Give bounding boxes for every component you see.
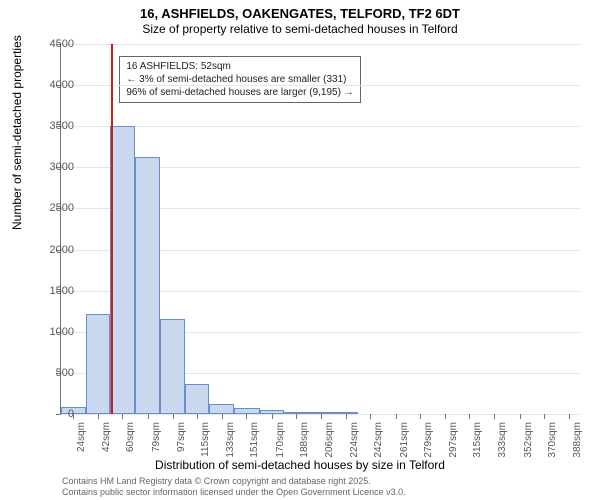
ytick-label: 1000 xyxy=(50,326,74,338)
xtick-label: 133sqm xyxy=(225,422,236,460)
xtick-label: 115sqm xyxy=(200,422,211,460)
plot-area: 16 ASHFIELDS: 52sqm ← 3% of semi-detache… xyxy=(60,44,581,415)
xtick-mark xyxy=(569,414,570,419)
attribution-line2: Contains public sector information licen… xyxy=(62,487,406,498)
chart-container: 16, ASHFIELDS, OAKENGATES, TELFORD, TF2 … xyxy=(0,0,600,500)
ytick-label: 4500 xyxy=(50,38,74,50)
xtick-label: 188sqm xyxy=(299,422,310,460)
xtick-mark xyxy=(272,414,273,419)
annotation-box: 16 ASHFIELDS: 52sqm ← 3% of semi-detache… xyxy=(119,56,360,103)
xtick-mark xyxy=(544,414,545,419)
gridline xyxy=(61,44,581,45)
xtick-mark xyxy=(148,414,149,419)
gridline xyxy=(61,126,581,127)
xtick-mark xyxy=(469,414,470,419)
y-axis-label: Number of semi-detached properties xyxy=(10,35,24,230)
chart-subtitle: Size of property relative to semi-detach… xyxy=(0,22,600,36)
xtick-mark xyxy=(246,414,247,419)
ytick-label: 0 xyxy=(68,408,74,420)
xtick-mark xyxy=(321,414,322,419)
annotation-line1: 16 ASHFIELDS: 52sqm xyxy=(126,60,353,73)
xtick-mark xyxy=(445,414,446,419)
xtick-mark xyxy=(396,414,397,419)
xtick-mark xyxy=(370,414,371,419)
xtick-mark xyxy=(197,414,198,419)
xtick-mark xyxy=(173,414,174,419)
histogram-bar xyxy=(86,314,111,414)
xtick-label: 206sqm xyxy=(324,422,335,460)
xtick-label: 333sqm xyxy=(497,422,508,460)
ytick-label: 4000 xyxy=(50,79,74,91)
ytick-label: 2000 xyxy=(50,244,74,256)
histogram-bar xyxy=(110,126,135,414)
xtick-mark xyxy=(520,414,521,419)
ytick-label: 500 xyxy=(56,367,74,379)
marker-line xyxy=(111,44,113,414)
xtick-mark xyxy=(122,414,123,419)
xtick-label: 352sqm xyxy=(523,422,534,460)
xtick-label: 279sqm xyxy=(423,422,434,460)
xtick-mark xyxy=(98,414,99,419)
xtick-label: 224sqm xyxy=(349,422,360,460)
histogram-bar xyxy=(160,319,185,414)
xtick-label: 79sqm xyxy=(151,422,162,460)
xtick-mark xyxy=(346,414,347,419)
ytick-label: 2500 xyxy=(50,202,74,214)
ytick-label: 3000 xyxy=(50,161,74,173)
xtick-label: 24sqm xyxy=(76,422,87,460)
ytick-label: 3500 xyxy=(50,120,74,132)
histogram-bar xyxy=(209,404,234,414)
xtick-label: 388sqm xyxy=(572,422,583,460)
gridline xyxy=(61,85,581,86)
attribution: Contains HM Land Registry data © Crown c… xyxy=(62,476,406,498)
chart-title: 16, ASHFIELDS, OAKENGATES, TELFORD, TF2 … xyxy=(0,6,600,21)
xtick-label: 97sqm xyxy=(176,422,187,460)
x-axis-label: Distribution of semi-detached houses by … xyxy=(0,458,600,472)
xtick-label: 151sqm xyxy=(249,422,260,460)
xtick-label: 42sqm xyxy=(101,422,112,460)
xtick-label: 170sqm xyxy=(275,422,286,460)
attribution-line1: Contains HM Land Registry data © Crown c… xyxy=(62,476,406,487)
xtick-label: 261sqm xyxy=(399,422,410,460)
ytick-label: 1500 xyxy=(50,285,74,297)
xtick-label: 60sqm xyxy=(125,422,136,460)
xtick-label: 297sqm xyxy=(448,422,459,460)
xtick-label: 370sqm xyxy=(547,422,558,460)
xtick-mark xyxy=(296,414,297,419)
xtick-mark xyxy=(494,414,495,419)
ytick-mark xyxy=(56,414,61,415)
xtick-mark xyxy=(222,414,223,419)
xtick-mark xyxy=(420,414,421,419)
histogram-bar xyxy=(185,384,210,414)
annotation-line3: 96% of semi-detached houses are larger (… xyxy=(126,86,353,99)
xtick-label: 315sqm xyxy=(472,422,483,460)
xtick-label: 242sqm xyxy=(373,422,384,460)
histogram-bar xyxy=(135,157,161,414)
